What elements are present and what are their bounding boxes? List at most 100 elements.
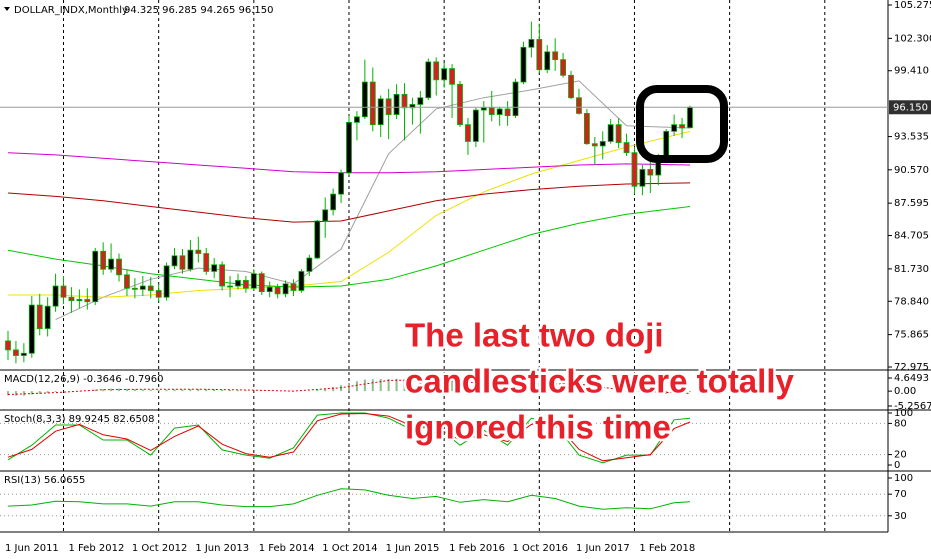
candle-body [583, 113, 590, 145]
candle-body [250, 273, 257, 289]
candle-body [631, 152, 638, 187]
candle-body [488, 107, 495, 115]
candle-body [282, 283, 289, 295]
candle-body [44, 305, 51, 330]
candle-body [28, 304, 35, 354]
candle-body [449, 68, 455, 85]
menu-triangle [4, 7, 10, 11]
candle-body [266, 286, 273, 293]
candle-body [60, 285, 67, 298]
candle-body [322, 209, 329, 222]
y-tick-label: 70 [894, 489, 907, 500]
candle-body [68, 296, 75, 301]
candle-body [591, 143, 598, 147]
y-tick-label: 87.595 [894, 198, 929, 209]
y-tick-label: 20 [894, 450, 907, 461]
candle-body [187, 249, 194, 270]
candle-body [147, 285, 154, 291]
oscillator-line [7, 412, 691, 462]
y-tick-label: 105.275 [894, 0, 931, 11]
moving-average [8, 130, 691, 298]
candle-body [465, 124, 471, 142]
candle-body [560, 59, 566, 76]
candle-body [13, 349, 19, 356]
candle-body [314, 220, 321, 259]
candle-body [100, 250, 107, 270]
candle-body [472, 109, 479, 142]
candle-body [52, 285, 59, 307]
candle-body [377, 98, 384, 126]
candle-body [195, 249, 202, 254]
candle-body [131, 287, 138, 290]
candle-body [520, 46, 527, 83]
x-tick-label: 1 Jun 2015 [386, 543, 440, 554]
candle-body [92, 250, 99, 303]
candle-body [623, 142, 630, 154]
candle-body [290, 283, 297, 291]
candle-body [20, 352, 27, 356]
candle-body [480, 107, 487, 111]
candle-body [647, 169, 654, 176]
y-tick-label: 4.6493 [894, 373, 929, 384]
candle-body [385, 98, 392, 115]
x-tick-label: 1 Feb 2018 [639, 543, 695, 554]
candle-body [441, 68, 448, 81]
candle-body [639, 169, 646, 187]
y-tick-label: 93.535 [894, 132, 929, 143]
panel-title: RSI(13) 56.0655 [4, 475, 85, 486]
candle-body [417, 97, 424, 105]
y-tick-label: 81.730 [894, 264, 929, 275]
x-tick-label: 1 Feb 2016 [449, 543, 505, 554]
candle-body [116, 258, 122, 276]
candle-body [163, 265, 170, 298]
symbol-label: DOLLAR_INDX,Monthly [14, 5, 128, 16]
candle-body [346, 121, 352, 174]
candle-body [306, 257, 313, 272]
candle-body [211, 264, 218, 272]
annotation: The last two doji [405, 317, 664, 354]
x-tick-label: 1 Jun 2017 [576, 543, 630, 554]
candle-body [361, 81, 368, 118]
y-tick-label: 100 [894, 473, 913, 484]
candle-body [242, 280, 249, 289]
candle-body [5, 340, 11, 351]
candle-body [544, 51, 551, 71]
candle-body [663, 130, 670, 159]
candle-body [393, 93, 400, 115]
candle-body [409, 104, 416, 109]
candle-body [599, 141, 606, 147]
candle-body [369, 81, 376, 126]
candle-body [512, 81, 519, 117]
panel-title: MACD(12,26,9) -0.3646 -0.7960 [4, 374, 164, 385]
candle-body [171, 255, 178, 267]
x-tick-label: 1 Feb 2012 [68, 543, 124, 554]
candle-body [203, 253, 210, 272]
x-tick-label: 1 Feb 2014 [259, 543, 315, 554]
x-tick-label: 1 Jun 2011 [5, 543, 59, 554]
y-tick-label: 0.00 [894, 386, 916, 397]
candle-body [76, 299, 83, 301]
oscillator-line [7, 412, 691, 464]
candle-body [615, 124, 622, 143]
candle-body [496, 108, 503, 115]
highlight-box [636, 85, 728, 163]
candle-body [457, 83, 463, 126]
candle-body [124, 274, 130, 289]
candle-body [536, 39, 543, 71]
candle-body [354, 116, 360, 123]
y-tick-label: 80 [894, 418, 907, 429]
y-tick-label: -5.2567 [894, 401, 931, 412]
candle-body [338, 172, 344, 195]
y-tick-label: 84.705 [894, 231, 929, 242]
x-tick-label: 1 Oct 2012 [132, 543, 187, 554]
x-tick-label: 1 Jun 2013 [195, 543, 249, 554]
candle-body [84, 299, 91, 303]
x-tick-label: 1 Oct 2014 [322, 543, 377, 554]
y-tick-label: 75.865 [894, 330, 929, 341]
signal-line [7, 379, 691, 395]
candle-body [258, 273, 265, 293]
candle-body [139, 285, 146, 290]
candle-body [528, 39, 535, 48]
